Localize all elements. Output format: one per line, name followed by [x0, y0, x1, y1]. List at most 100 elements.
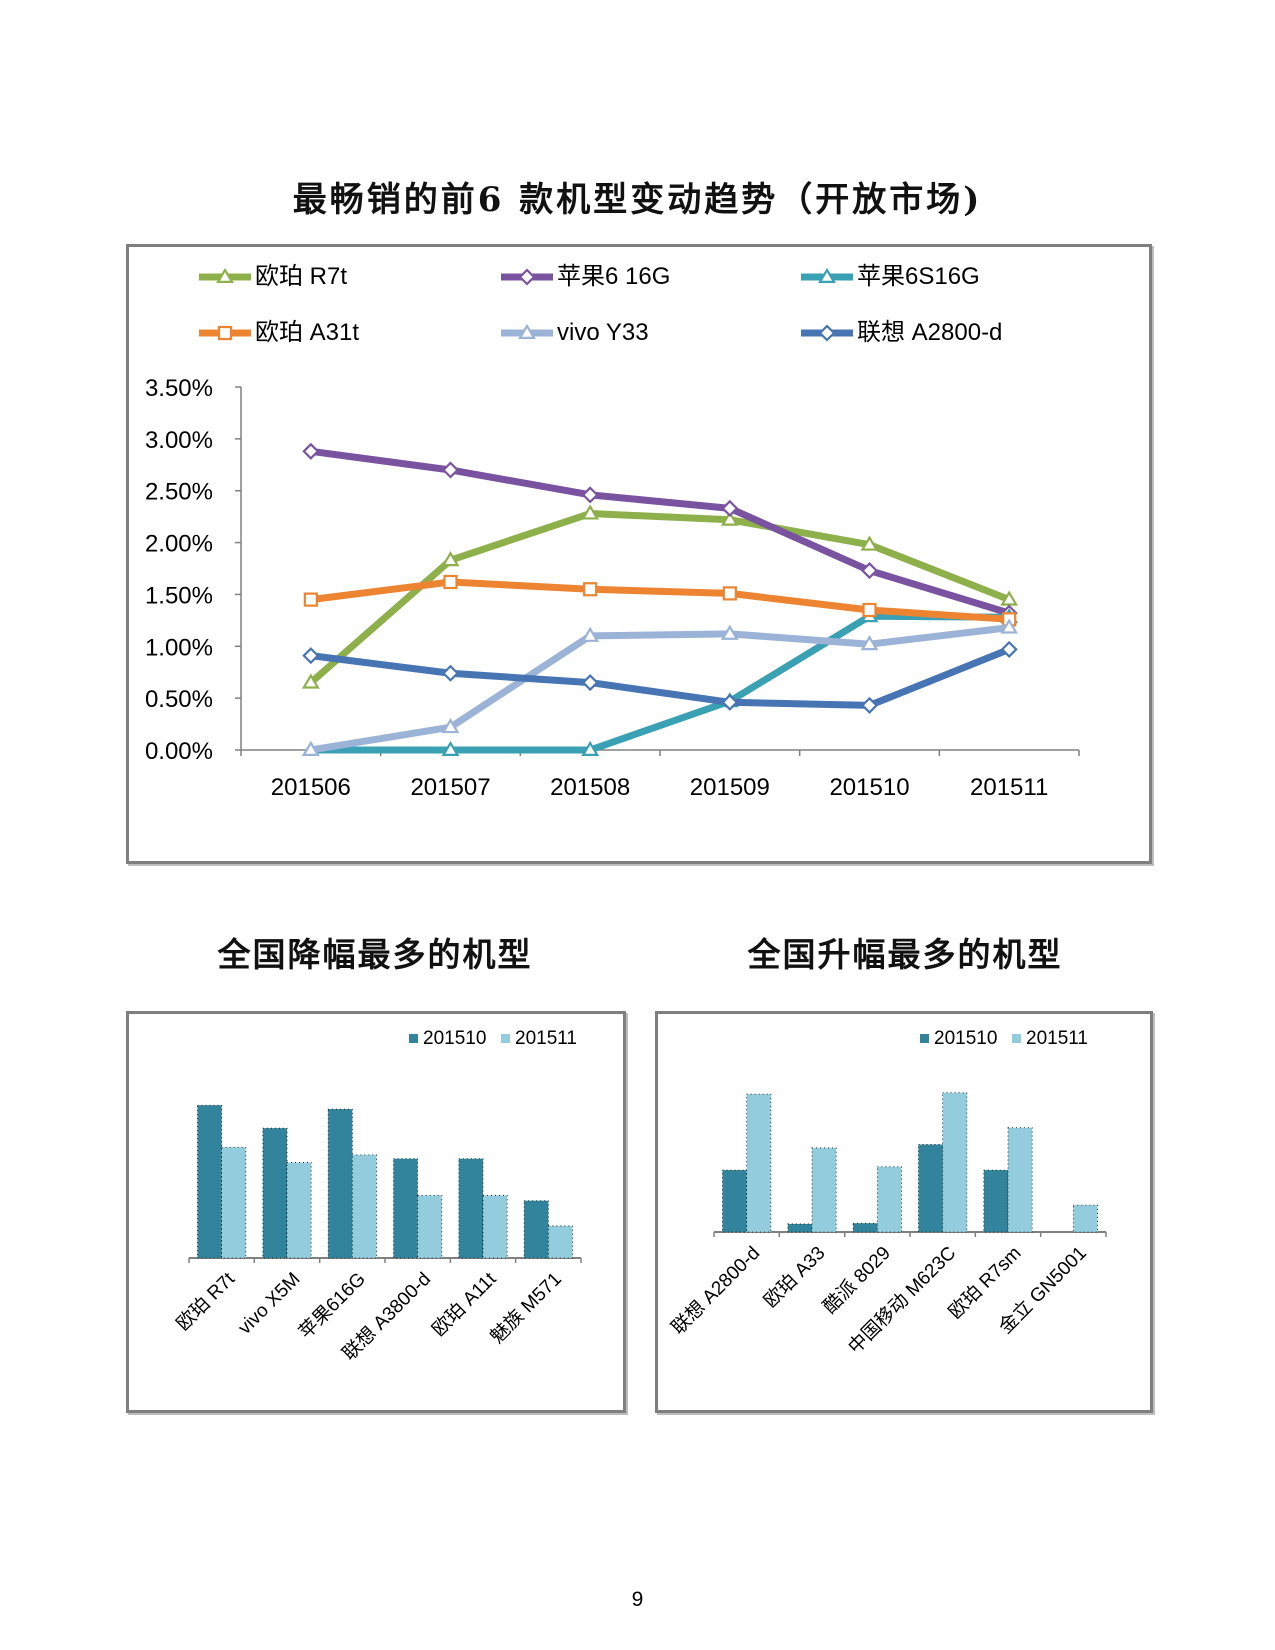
data-point — [583, 582, 598, 597]
y-tick-label: 0.00% — [145, 738, 213, 765]
legend-marker — [818, 324, 836, 342]
data-point — [302, 647, 320, 665]
data-point — [581, 504, 600, 520]
legend-item-联想-a2800-d: 联想 A2800-d — [801, 319, 1002, 346]
bar-201510-vivo-x5m — [262, 1127, 288, 1259]
data-point — [581, 486, 599, 504]
legend-label: 201511 — [515, 1028, 577, 1049]
legend-label: 苹果6S16G — [857, 263, 980, 290]
legend-item-201511: 201511 — [1012, 1028, 1088, 1049]
data-point — [860, 696, 879, 714]
bar-201511-联想-a2800-d — [746, 1093, 772, 1233]
legend-swatch — [920, 1034, 929, 1043]
line-chart-frame: 0.00% 0.50% 1.00% 1.50% 2.00% 2.50% 3.00% 3.50%… — [126, 244, 1152, 864]
data-point — [301, 740, 320, 756]
data-point — [1000, 590, 1019, 606]
legend-label: 欧珀 A31t — [255, 319, 359, 346]
y-tick-label: 2.00% — [145, 531, 213, 558]
legend-label: 欧珀 R7t — [255, 263, 347, 290]
series-line — [307, 624, 1013, 754]
line-chart: 0.00% 0.50% 1.00% 1.50% 2.00% 2.50% 3.00% 3.50%… — [145, 263, 1080, 801]
data-point — [441, 740, 460, 756]
legend-label: 联想 A2800-d — [857, 319, 1002, 346]
legend-item-vivo-y33: vivo Y33 — [501, 319, 649, 346]
bar-201510-欧珀-r7sm — [983, 1169, 1009, 1233]
bar-201510-联想-a3800-d — [393, 1158, 419, 1259]
category-label: 魅族 M571 — [486, 1268, 566, 1348]
data-point — [581, 674, 599, 692]
data-point — [860, 635, 879, 651]
series-欧珀-r7t — [301, 504, 1019, 689]
series-联想-a2800-d — [302, 640, 1018, 714]
legend-marker — [217, 325, 233, 341]
bar-201510-魅族-m571 — [523, 1200, 549, 1259]
legend-marker — [518, 323, 536, 340]
legend-swatch — [1012, 1034, 1021, 1043]
bar-201511-vivo-x5m — [286, 1162, 312, 1259]
data-point — [581, 626, 600, 642]
data-point — [720, 510, 739, 526]
data-point — [441, 718, 460, 734]
y-tick-label: 1.50% — [145, 582, 213, 609]
legend-marker — [818, 267, 836, 284]
bar-201511-欧珀-a11t — [482, 1194, 508, 1259]
series-line — [307, 578, 1013, 623]
y-tick-label: 1.00% — [145, 634, 213, 661]
data-point — [441, 461, 460, 479]
data-point — [721, 499, 739, 517]
bar-201510-酷派-8029 — [852, 1222, 878, 1233]
y-tick-label: 2.50% — [145, 479, 213, 506]
bar-201511-酷派-8029 — [876, 1166, 902, 1233]
decline-chart-title: 全国降幅最多的机型 — [217, 935, 533, 974]
series-line — [307, 510, 1013, 687]
bar-201511-联想-a3800-d — [417, 1194, 443, 1259]
bar-201511-魅族-m571 — [547, 1225, 573, 1259]
data-point — [1000, 640, 1018, 658]
legend-swatch — [409, 1034, 418, 1043]
bar-201510-欧珀-r7t — [197, 1104, 223, 1259]
bar-201510-欧珀-a11t — [458, 1158, 484, 1259]
x-tick-label: 201508 — [550, 774, 630, 801]
category-label: 欧珀 A33 — [759, 1242, 829, 1312]
data-point — [441, 551, 460, 567]
decline-bar-chart-frame: 欧珀 R7t vivo X5M 苹果616G 联想 A3800-d 欧珀 A11t 魅族 … — [126, 1011, 626, 1413]
legend-item-欧珀-r7t: 欧珀 R7t — [199, 263, 347, 290]
legend-item-苹果6-16g: 苹果6 16G — [501, 263, 670, 290]
legend-swatch — [501, 1034, 510, 1043]
data-point — [581, 740, 600, 756]
legend-label: 201510 — [934, 1028, 997, 1049]
data-point — [721, 693, 739, 711]
series-vivo-y33 — [301, 618, 1019, 756]
bar-201511-中国移动-m623c — [942, 1092, 968, 1233]
legend-item-苹果6s16g: 苹果6S16G — [801, 263, 980, 290]
series-line — [307, 447, 1013, 617]
y-tick-label: 3.00% — [145, 427, 213, 454]
legend-label: vivo Y33 — [557, 319, 649, 346]
category-label: 联想 A2800-d — [667, 1242, 764, 1339]
legend-item-201511: 201511 — [501, 1028, 577, 1049]
x-tick-label: 201506 — [271, 774, 351, 801]
category-label: vivo X5M — [234, 1269, 304, 1339]
legend-item-201510: 201510 — [920, 1028, 997, 1049]
data-point — [302, 442, 320, 460]
bar-201511-金立-gn5001 — [1072, 1204, 1098, 1233]
bar-201510-苹果616g — [327, 1108, 353, 1259]
x-tick-label: 201507 — [410, 774, 490, 801]
y-tick-label: 3.50% — [145, 375, 213, 402]
bar-201510-欧珀-a33 — [787, 1223, 813, 1233]
bar-201511-苹果616g — [351, 1154, 377, 1259]
legend-item-201510: 201510 — [409, 1028, 486, 1049]
increase-chart-title: 全国升幅最多的机型 — [747, 935, 1063, 974]
bar-201510-中国移动-m623c — [918, 1144, 944, 1233]
x-tick-label: 201509 — [690, 774, 770, 801]
series-line — [307, 612, 1013, 754]
legend-marker — [216, 267, 234, 284]
y-tick-label: 0.50% — [145, 686, 213, 713]
legend-label: 201510 — [423, 1028, 486, 1049]
data-point — [1000, 618, 1019, 634]
data-point — [860, 535, 879, 551]
category-label: 欧珀 R7t — [172, 1267, 240, 1335]
bar-201511-欧珀-r7t — [221, 1146, 247, 1259]
data-point — [443, 574, 458, 590]
legend-item-欧珀-a31t: 欧珀 A31t — [199, 319, 359, 346]
